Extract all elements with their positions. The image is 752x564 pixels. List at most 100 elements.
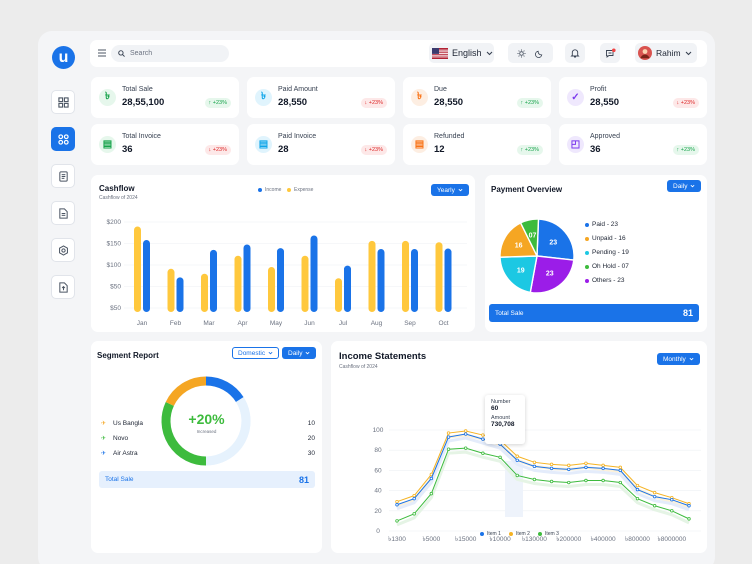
data-point (412, 493, 416, 498)
income-filter-dropdown[interactable]: Monthly (657, 353, 700, 365)
bar-income (344, 265, 351, 312)
tooltip-value-number: 60 (491, 405, 499, 412)
bar-income (377, 249, 385, 312)
segment-filter-dropdown[interactable]: Daily (282, 347, 317, 359)
stat-label: Profit (590, 86, 607, 93)
stat-card[interactable]: ✓ Profit 28,550 ↓ +23% (559, 77, 707, 118)
bar-expense (167, 268, 175, 312)
payment-title: Payment Overview (491, 185, 563, 194)
bar-income (411, 249, 418, 312)
payment-legend-item: Pending - 19 (585, 249, 629, 256)
income-subtitle: Cashflow of 2024 (339, 364, 378, 370)
avatar (638, 46, 652, 60)
y-tick-label: 0 (376, 528, 380, 535)
sidebar-item-documents[interactable] (51, 164, 75, 188)
data-point (481, 451, 485, 455)
x-tick-label: ৳5000 (423, 535, 441, 543)
cashflow-subtitle: Cashflow of 2024 (99, 195, 138, 201)
airplane-icon: ✈ (100, 436, 107, 442)
data-point (429, 476, 434, 481)
data-point (601, 466, 605, 471)
payment-total-label: Total Sale (495, 309, 524, 317)
pie-slice (529, 255, 575, 294)
pie-slice (499, 255, 538, 294)
sidebar-item-dashboard[interactable] (51, 90, 75, 114)
stat-value: 36 (122, 144, 133, 155)
invoice-icon: ▤ (255, 136, 272, 153)
stat-trend-badge: ↓ +23% (360, 98, 387, 108)
payment-legend-item: Others - 23 (585, 277, 625, 284)
data-point (549, 466, 554, 471)
stat-label: Paid Invoice (278, 133, 317, 140)
language-label: English (452, 48, 482, 58)
segment-total-label: Total Sale (105, 476, 134, 483)
payment-filter-dropdown[interactable]: Daily (667, 180, 702, 192)
sidebar-item-export[interactable] (51, 275, 75, 299)
sun-icon[interactable] (517, 48, 526, 58)
settings-icon (58, 244, 68, 256)
data-point (618, 465, 622, 470)
series-line (396, 447, 690, 522)
y-tick-label: 80 (374, 447, 382, 454)
stat-card[interactable]: ◰ Approved 36 ↑ +23% (559, 124, 707, 165)
stat-card[interactable]: ৳ Due 28,550 ↑ +23% (403, 77, 551, 118)
moon-icon[interactable] (535, 49, 544, 58)
segment-center-label: Increased (196, 429, 217, 434)
data-point (515, 454, 519, 458)
stat-label: Refunded (434, 133, 465, 140)
stat-trend-badge: ↑ +23% (672, 145, 699, 155)
bar-income (277, 248, 284, 312)
app-logo[interactable]: u (52, 46, 75, 69)
x-tick-label: Jul (339, 320, 348, 327)
bar-income (310, 235, 318, 312)
theme-toggle[interactable] (508, 43, 553, 63)
donut-segment (205, 397, 251, 466)
bar-expense (201, 273, 208, 312)
payment-total-bar: Total Sale 81 (489, 304, 699, 322)
x-tick-label: ৳200000 (556, 535, 581, 543)
x-tick-label: Feb (170, 320, 182, 327)
data-point (532, 477, 537, 482)
donut-segment (165, 376, 207, 407)
data-point (498, 455, 502, 459)
sidebar-item-settings[interactable] (51, 238, 75, 262)
data-point (549, 479, 554, 484)
language-selector[interactable]: English (429, 43, 494, 63)
data-point (515, 458, 519, 462)
data-point (618, 468, 622, 473)
menu-icon[interactable] (98, 49, 106, 57)
chevron-down-icon (685, 51, 691, 55)
data-point (584, 478, 588, 483)
pie-slice-label: 23 (549, 240, 557, 247)
chevron-down-icon (690, 184, 695, 188)
cashflow-title: Cashflow (99, 184, 135, 193)
donut-segment (205, 376, 244, 403)
stat-card[interactable]: ৳ Total Sale 28,55,100 ↑ +23% (91, 77, 239, 118)
segment-total-bar: Total Sale 81 (99, 471, 315, 488)
stat-value: 28,550 (590, 97, 620, 108)
airplane-icon: ✈ (100, 421, 107, 427)
series-line (396, 433, 690, 507)
x-tick-label: ৳15000 (455, 535, 477, 543)
stat-card[interactable]: ▤ Paid Invoice 28 ↓ +23% (247, 124, 395, 165)
search-input[interactable]: Search (111, 45, 229, 62)
segment-region-dropdown[interactable]: Domestic (232, 347, 280, 359)
stat-card[interactable]: ▤ Refunded 12 ↑ +23% (403, 124, 551, 165)
sidebar-item-apps[interactable] (51, 127, 75, 151)
stat-card[interactable]: ৳ Paid Amount 28,550 ↓ +23% (247, 77, 395, 118)
x-tick-label: Sep (404, 320, 416, 327)
notification-button[interactable] (565, 43, 585, 63)
user-menu[interactable]: Rahim (635, 43, 697, 63)
data-point (635, 487, 640, 492)
bar-expense (435, 242, 443, 312)
income-title: Income Statements (339, 351, 427, 362)
cashflow-filter-dropdown[interactable]: Yearly (431, 184, 469, 196)
top-bar: Search English Rahim (90, 40, 707, 67)
sidebar-item-reports[interactable] (51, 201, 75, 225)
data-point (464, 446, 468, 450)
stat-card[interactable]: ▤ Total Invoice 36 ↓ +23% (91, 124, 239, 165)
messages-button[interactable] (600, 43, 620, 63)
airplane-icon: ✈ (100, 451, 107, 457)
x-tick-label: ৳130000 (522, 535, 547, 543)
y-tick-label: 100 (373, 427, 384, 434)
